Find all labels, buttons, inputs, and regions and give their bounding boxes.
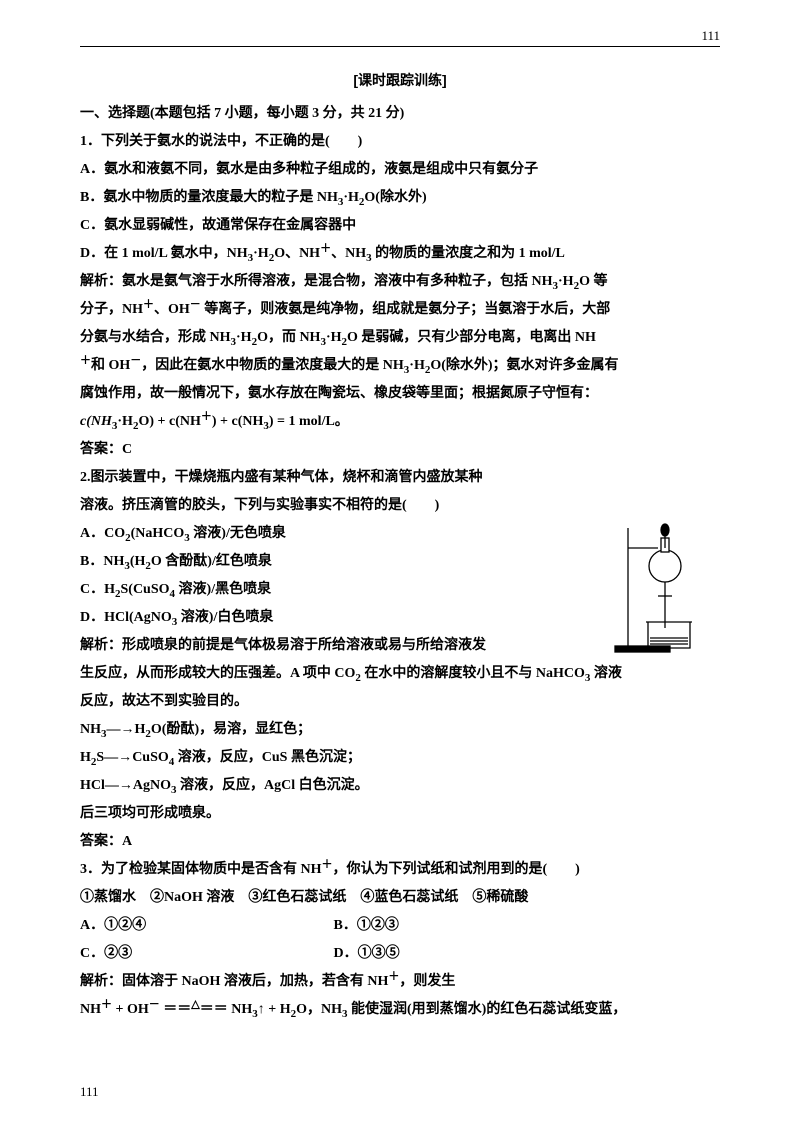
text: c(NH <box>80 414 112 429</box>
text: C．H <box>80 582 115 597</box>
text: O、NH <box>274 246 320 261</box>
text: 溶液)/黑色喷泉 <box>175 582 271 597</box>
q1-explanation-line: 分子，NH＋、OH－ 等离子，则液氨是纯净物，组成就是氨分子；当氨溶于水后，大部 <box>80 296 720 324</box>
q1-option-b: B．氨水中物质的量浓度最大的粒子是 NH3·H2O(除水外) <box>80 184 720 212</box>
q2-reaction-line: NH3―→H2O(酚酞)，易溶，显红色； <box>80 716 720 744</box>
text: ) = 1 mol/L。 <box>269 414 349 429</box>
lesson-title: [课时跟踪训练] <box>80 66 720 94</box>
q2-explanation-line: 反应，故达不到实验目的。 <box>80 688 720 716</box>
q1-option-d: D．在 1 mol/L 氨水中，NH3·H2O、NH＋、NH3 的物质的量浓度之… <box>80 240 720 268</box>
text: O 是弱碱，只有少部分电离，电离出 NH <box>347 330 596 345</box>
text: ，因此在氨水中物质的量浓度最大的是 NH <box>141 358 404 373</box>
text: 溶液，反应，AgCl 白色沉淀。 <box>177 778 369 793</box>
text: 溶液)/白色喷泉 <box>177 610 273 625</box>
text: ，你认为下列试纸和试剂用到的是( ) <box>333 862 580 877</box>
text: S(CuSO <box>121 582 170 597</box>
text: A．CO <box>80 526 125 541</box>
text: O，而 NH <box>257 330 320 345</box>
q2-reaction-line: H2S―→CuSO4 溶液，反应，CuS 黑色沉淀； <box>80 744 720 772</box>
text: B．氨水中物质的量浓度最大的粒子是 NH <box>80 190 338 205</box>
q2-reaction-line: HCl―→AgNO3 溶液，反应，AgCl 白色沉淀。 <box>80 772 720 800</box>
q3-option-c: C．②③ <box>80 940 330 968</box>
q2-explanation-line: 生反应，从而形成较大的压强差。A 项中 CO2 在水中的溶解度较小且不与 NaH… <box>80 660 720 688</box>
text: B．NH <box>80 554 124 569</box>
q3-option-a: A．①②④ <box>80 912 330 940</box>
q3-option-b: B．①②③ <box>334 918 399 933</box>
text: 解析：氨水是氨气溶于水所得溶液，是混合物，溶液中有多种粒子，包括 NH <box>80 274 553 289</box>
text: O(除水外)；氨水对许多金属有 <box>430 358 618 373</box>
text: 的物质的量浓度之和为 1 mol/L <box>372 246 565 261</box>
q2-stem-line: 2.图示装置中，干燥烧瓶内盛有某种气体，烧杯和滴管内盛放某种 <box>80 464 720 492</box>
text: ，则发生 <box>399 974 455 989</box>
apparatus-figure-icon <box>610 518 710 658</box>
q1-explanation-line: 分氨与水结合，形成 NH3·H2O，而 NH3·H2O 是弱碱，只有少部分电离，… <box>80 324 720 352</box>
text: 3．为了检验某固体物质中是否含有 NH <box>80 862 322 877</box>
page-number: 111 <box>701 28 720 44</box>
text: 分氨与水结合，形成 NH <box>80 330 231 345</box>
q3-explanation-line: 解析：固体溶于 NaOH 溶液后，加热，若含有 NH＋，则发生 <box>80 968 720 996</box>
text: O(酚酞)，易溶，显红色； <box>151 722 311 737</box>
text: 、NH <box>331 246 366 261</box>
text: O(除水外) <box>364 190 426 205</box>
text: 和 OH <box>91 358 130 373</box>
q1-option-c: C．氨水显弱碱性，故通常保存在金属容器中 <box>80 212 720 240</box>
text: O 含酚酞)/红色喷泉 <box>151 554 272 569</box>
text: ↑ + H <box>258 1002 291 1017</box>
footer-page-number: 111 <box>80 1084 99 1100</box>
text: (H <box>130 554 146 569</box>
text: (NaHCO <box>131 526 185 541</box>
text: 解析：固体溶于 NaOH 溶液后，加热，若含有 NH <box>80 974 388 989</box>
text: NH <box>80 1002 101 1017</box>
q3-options-row: A．①②④ B．①②③ <box>80 912 720 940</box>
q1-explanation-line: 解析：氨水是氨气溶于水所得溶液，是混合物，溶液中有多种粒子，包括 NH3·H2O… <box>80 268 720 296</box>
horizontal-rule <box>80 46 720 47</box>
q2-stem-line: 溶液。挤压滴管的胶头，下列与实验事实不相符的是( ) <box>80 492 720 520</box>
text: 能使湿润(用到蒸馏水)的红色石蕊试纸变蓝， <box>348 1002 627 1017</box>
q1-answer: 答案：C <box>80 436 720 464</box>
text: D．HCl(AgNO <box>80 610 172 625</box>
text: CuSO <box>132 750 169 765</box>
text: 在水中的溶解度较小且不与 NaHCO <box>361 666 585 681</box>
text: 、OH <box>154 302 190 317</box>
text: + OH <box>112 1002 149 1017</box>
q1-stem: 1．下列关于氨水的说法中，不正确的是( ) <box>80 128 720 156</box>
text: 溶液，反应，CuS 黑色沉淀； <box>174 750 361 765</box>
text: 生反应，从而形成较大的压强差。A 项中 CO <box>80 666 355 681</box>
q2-answer: 答案：A <box>80 828 720 856</box>
text: 溶液)/无色喷泉 <box>190 526 286 541</box>
text: AgNO <box>133 778 171 793</box>
q3-options-row: C．②③ D．①③⑤ <box>80 940 720 968</box>
text: NH <box>231 1002 252 1017</box>
q1-explanation-line: c(NH3·H2O) + c(NH＋) + c(NH3) = 1 mol/L。 <box>80 408 720 436</box>
section-heading: 一、选择题(本题包括 7 小题，每小题 3 分，共 21 分) <box>80 100 720 128</box>
text: ) + c(NH <box>212 414 264 429</box>
q3-option-d: D．①③⑤ <box>334 946 400 961</box>
q3-option-list: ①蒸馏水 ②NaOH 溶液 ③红色石蕊试纸 ④蓝色石蕊试纸 ⑤稀硫酸 <box>80 884 720 912</box>
text: NH <box>80 722 101 737</box>
text: O，NH <box>296 1002 342 1017</box>
q3-stem: 3．为了检验某固体物质中是否含有 NH＋，你认为下列试纸和试剂用到的是( ) <box>80 856 720 884</box>
page: 111 [课时跟踪训练] 一、选择题(本题包括 7 小题，每小题 3 分，共 2… <box>0 0 800 1132</box>
q1-explanation-line: ＋和 OH－，因此在氨水中物质的量浓度最大的是 NH3·H2O(除水外)；氨水对… <box>80 352 720 380</box>
text: 等离子，则液氨是纯净物，组成就是氨分子；当氨溶于水后，大部 <box>201 302 611 317</box>
text: HCl <box>80 778 105 793</box>
text: O) + c(NH <box>138 414 200 429</box>
text: 分子，NH <box>80 302 143 317</box>
text: O 等 <box>579 274 607 289</box>
text: H <box>80 750 91 765</box>
text: D．在 1 mol/L 氨水中，NH <box>80 246 248 261</box>
q1-explanation-line: 腐蚀作用，故一般情况下，氨水存放在陶瓷坛、橡皮袋等里面；根据氮原子守恒有： <box>80 380 720 408</box>
q1-option-a: A．氨水和液氨不同，氨水是由多种粒子组成的，液氨是组成中只有氨分子 <box>80 156 720 184</box>
q3-equation-line: NH＋ + OH－ ＝＝△＝＝ NH3↑ + H2O，NH3 能使湿润(用到蒸馏… <box>80 996 720 1024</box>
text: 溶液 <box>590 666 622 681</box>
q2-explanation-line: 后三项均可形成喷泉。 <box>80 800 720 828</box>
